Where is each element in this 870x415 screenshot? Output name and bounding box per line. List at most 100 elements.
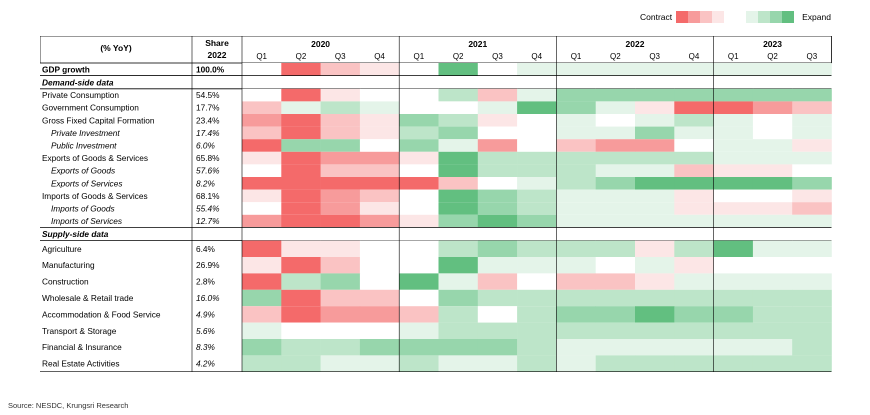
heat-cell-21-11 — [674, 355, 714, 372]
heat-cell-21-12 — [713, 355, 754, 372]
row-label-11: Imports of Goods — [51, 204, 115, 214]
heat-cell-11-11 — [674, 202, 714, 215]
heat-cell-10-5 — [438, 189, 479, 203]
heat-cell-21-0 — [242, 355, 282, 372]
heat-cell-6-10 — [635, 139, 675, 152]
heat-cell-0-6 — [477, 63, 518, 76]
heat-cell-11-9 — [595, 202, 636, 215]
heat-cell-20-7 — [517, 339, 557, 356]
heat-cell-4-8 — [556, 114, 596, 127]
heat-cell-15-12 — [713, 257, 754, 274]
row-label-10: Imports of Goods & Services — [42, 191, 148, 201]
heat-cell-6-9 — [595, 139, 636, 152]
legend-contract-label: Contract — [640, 12, 673, 22]
quarter-header-2020-Q1: Q1 — [256, 52, 267, 61]
heat-cell-10-3 — [359, 189, 400, 203]
heat-cell-12-5 — [438, 214, 479, 228]
heat-cell-21-5 — [438, 355, 479, 372]
heat-cell-0-9 — [595, 63, 636, 76]
heat-cell-17-0 — [242, 289, 282, 307]
heat-cell-14-7 — [517, 240, 557, 257]
heat-cell-9-12 — [713, 177, 754, 190]
heat-cell-2-9 — [595, 88, 636, 102]
heat-cell-2-14 — [792, 88, 832, 102]
heat-cell-3-4 — [399, 101, 439, 114]
heat-cell-21-2 — [320, 355, 361, 372]
quarter-header-2020-Q4: Q4 — [374, 52, 385, 61]
heat-cell-14-3 — [359, 240, 400, 257]
row-share-7: 65.8% — [196, 153, 220, 163]
heat-cell-5-6 — [477, 126, 518, 140]
heat-cell-8-5 — [438, 164, 479, 177]
heat-cell-18-13 — [752, 306, 793, 323]
heat-cell-5-14 — [792, 126, 832, 140]
heat-cell-7-14 — [792, 151, 832, 165]
heat-cell-16-0 — [242, 273, 282, 290]
heat-cell-7-8 — [556, 151, 596, 165]
heat-cell-10-7 — [517, 189, 557, 203]
header-share-year: 2022 — [208, 50, 227, 60]
heat-cell-15-2 — [320, 257, 361, 274]
heat-cell-18-2 — [320, 306, 361, 323]
heat-cell-7-6 — [477, 151, 518, 165]
heat-cell-18-4 — [399, 306, 439, 323]
heat-cell-7-13 — [752, 151, 793, 165]
heat-cell-11-14 — [792, 202, 832, 215]
heat-cell-7-3 — [359, 151, 400, 165]
heat-cell-3-10 — [635, 101, 675, 114]
heat-cell-12-8 — [556, 214, 596, 228]
heat-cell-21-13 — [752, 355, 793, 372]
heat-cell-20-10 — [635, 339, 675, 356]
header-border — [40, 36, 832, 64]
legend-expand-label: Expand — [802, 12, 831, 22]
heat-cell-8-4 — [399, 164, 439, 177]
heat-cell-19-9 — [595, 322, 636, 339]
quarter-header-2023-Q1: Q1 — [728, 52, 739, 61]
heat-cell-9-2 — [320, 177, 361, 190]
row-label-5: Private Investment — [51, 128, 120, 138]
heat-cell-9-11 — [674, 177, 714, 190]
heat-cell-19-11 — [674, 322, 714, 339]
heat-cell-2-12 — [713, 88, 754, 102]
heat-cell-16-8 — [556, 273, 596, 290]
heat-cell-20-0 — [242, 339, 282, 356]
quarter-header-2023-Q3: Q3 — [807, 52, 818, 61]
heat-cell-4-1 — [281, 114, 321, 127]
heat-cell-8-7 — [517, 164, 557, 177]
row-label-16: Construction — [42, 277, 89, 287]
heat-cell-0-14 — [792, 63, 832, 76]
heat-cell-2-2 — [320, 88, 361, 102]
heat-cell-5-3 — [359, 126, 400, 140]
heat-cell-6-4 — [399, 139, 439, 152]
heat-cell-8-11 — [674, 164, 714, 177]
heat-cell-11-1 — [281, 202, 321, 215]
heat-cell-0-13 — [752, 63, 793, 76]
heat-cell-9-6 — [477, 177, 518, 190]
heat-cell-4-9 — [595, 114, 636, 127]
heat-cell-10-4 — [399, 189, 439, 203]
row-share-11: 55.4% — [196, 204, 220, 214]
heat-cell-15-0 — [242, 257, 282, 274]
heat-cell-16-6 — [477, 273, 518, 290]
heat-cell-9-5 — [438, 177, 479, 190]
heat-cell-14-1 — [281, 240, 321, 257]
legend: Contract Expand — [640, 9, 831, 25]
heat-cell-5-2 — [320, 126, 361, 140]
row-share-3: 17.7% — [196, 103, 220, 113]
heat-cell-3-9 — [595, 101, 636, 114]
heat-cell-19-0 — [242, 322, 282, 339]
legend-expand-swatch-4 — [782, 11, 795, 23]
row-share-6: 6.0% — [196, 141, 216, 151]
row-label-3: Government Consumption — [42, 103, 139, 113]
heat-cell-17-7 — [517, 289, 557, 307]
heat-cell-10-13 — [752, 189, 793, 203]
heat-cell-0-8 — [556, 63, 596, 76]
heat-cell-20-5 — [438, 339, 479, 356]
heat-cell-12-1 — [281, 214, 321, 228]
row-label-20: Financial & Insurance — [42, 342, 122, 352]
heat-cell-16-12 — [713, 273, 754, 290]
heat-cell-8-1 — [281, 164, 321, 177]
legend-expand-swatch-1 — [746, 11, 759, 23]
heat-cell-0-7 — [517, 63, 557, 76]
heat-cell-2-5 — [438, 88, 479, 102]
